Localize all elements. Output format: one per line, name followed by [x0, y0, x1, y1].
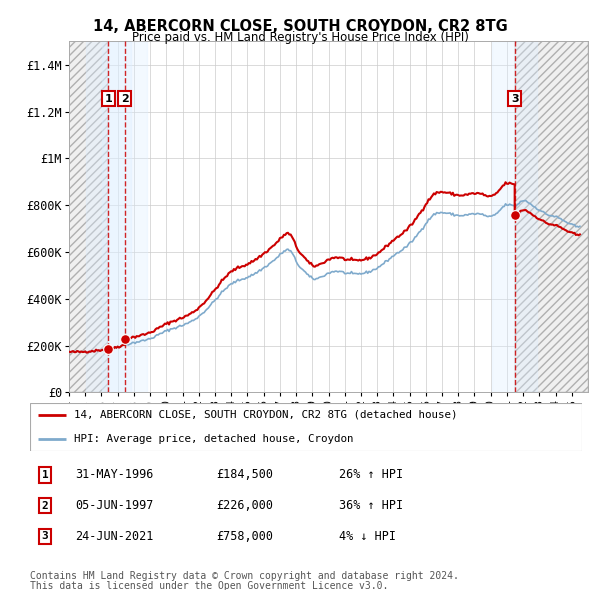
FancyBboxPatch shape [30, 403, 582, 451]
Text: 3: 3 [41, 532, 49, 541]
Text: 1: 1 [104, 94, 112, 104]
Text: 24-JUN-2021: 24-JUN-2021 [75, 530, 154, 543]
Text: £758,000: £758,000 [216, 530, 273, 543]
Text: This data is licensed under the Open Government Licence v3.0.: This data is licensed under the Open Gov… [30, 581, 388, 590]
Bar [69, 41, 108, 392]
Text: £184,500: £184,500 [216, 468, 273, 481]
Bar [86, 41, 131, 392]
Bar [492, 41, 538, 392]
Text: 14, ABERCORN CLOSE, SOUTH CROYDON, CR2 8TG: 14, ABERCORN CLOSE, SOUTH CROYDON, CR2 8… [92, 19, 508, 34]
Text: 36% ↑ HPI: 36% ↑ HPI [339, 499, 403, 512]
Text: 05-JUN-1997: 05-JUN-1997 [75, 499, 154, 512]
Bar [515, 41, 588, 392]
Text: 31-MAY-1996: 31-MAY-1996 [75, 468, 154, 481]
Bar [102, 41, 148, 392]
Text: 4% ↓ HPI: 4% ↓ HPI [339, 530, 396, 543]
Text: 3: 3 [511, 94, 518, 104]
Text: 2: 2 [121, 94, 128, 104]
Text: 14, ABERCORN CLOSE, SOUTH CROYDON, CR2 8TG (detached house): 14, ABERCORN CLOSE, SOUTH CROYDON, CR2 8… [74, 409, 458, 419]
Text: 26% ↑ HPI: 26% ↑ HPI [339, 468, 403, 481]
Text: £226,000: £226,000 [216, 499, 273, 512]
Text: Contains HM Land Registry data © Crown copyright and database right 2024.: Contains HM Land Registry data © Crown c… [30, 571, 459, 581]
Text: Price paid vs. HM Land Registry's House Price Index (HPI): Price paid vs. HM Land Registry's House … [131, 31, 469, 44]
Text: HPI: Average price, detached house, Croydon: HPI: Average price, detached house, Croy… [74, 434, 353, 444]
Text: 2: 2 [41, 501, 49, 510]
Text: 1: 1 [41, 470, 49, 480]
